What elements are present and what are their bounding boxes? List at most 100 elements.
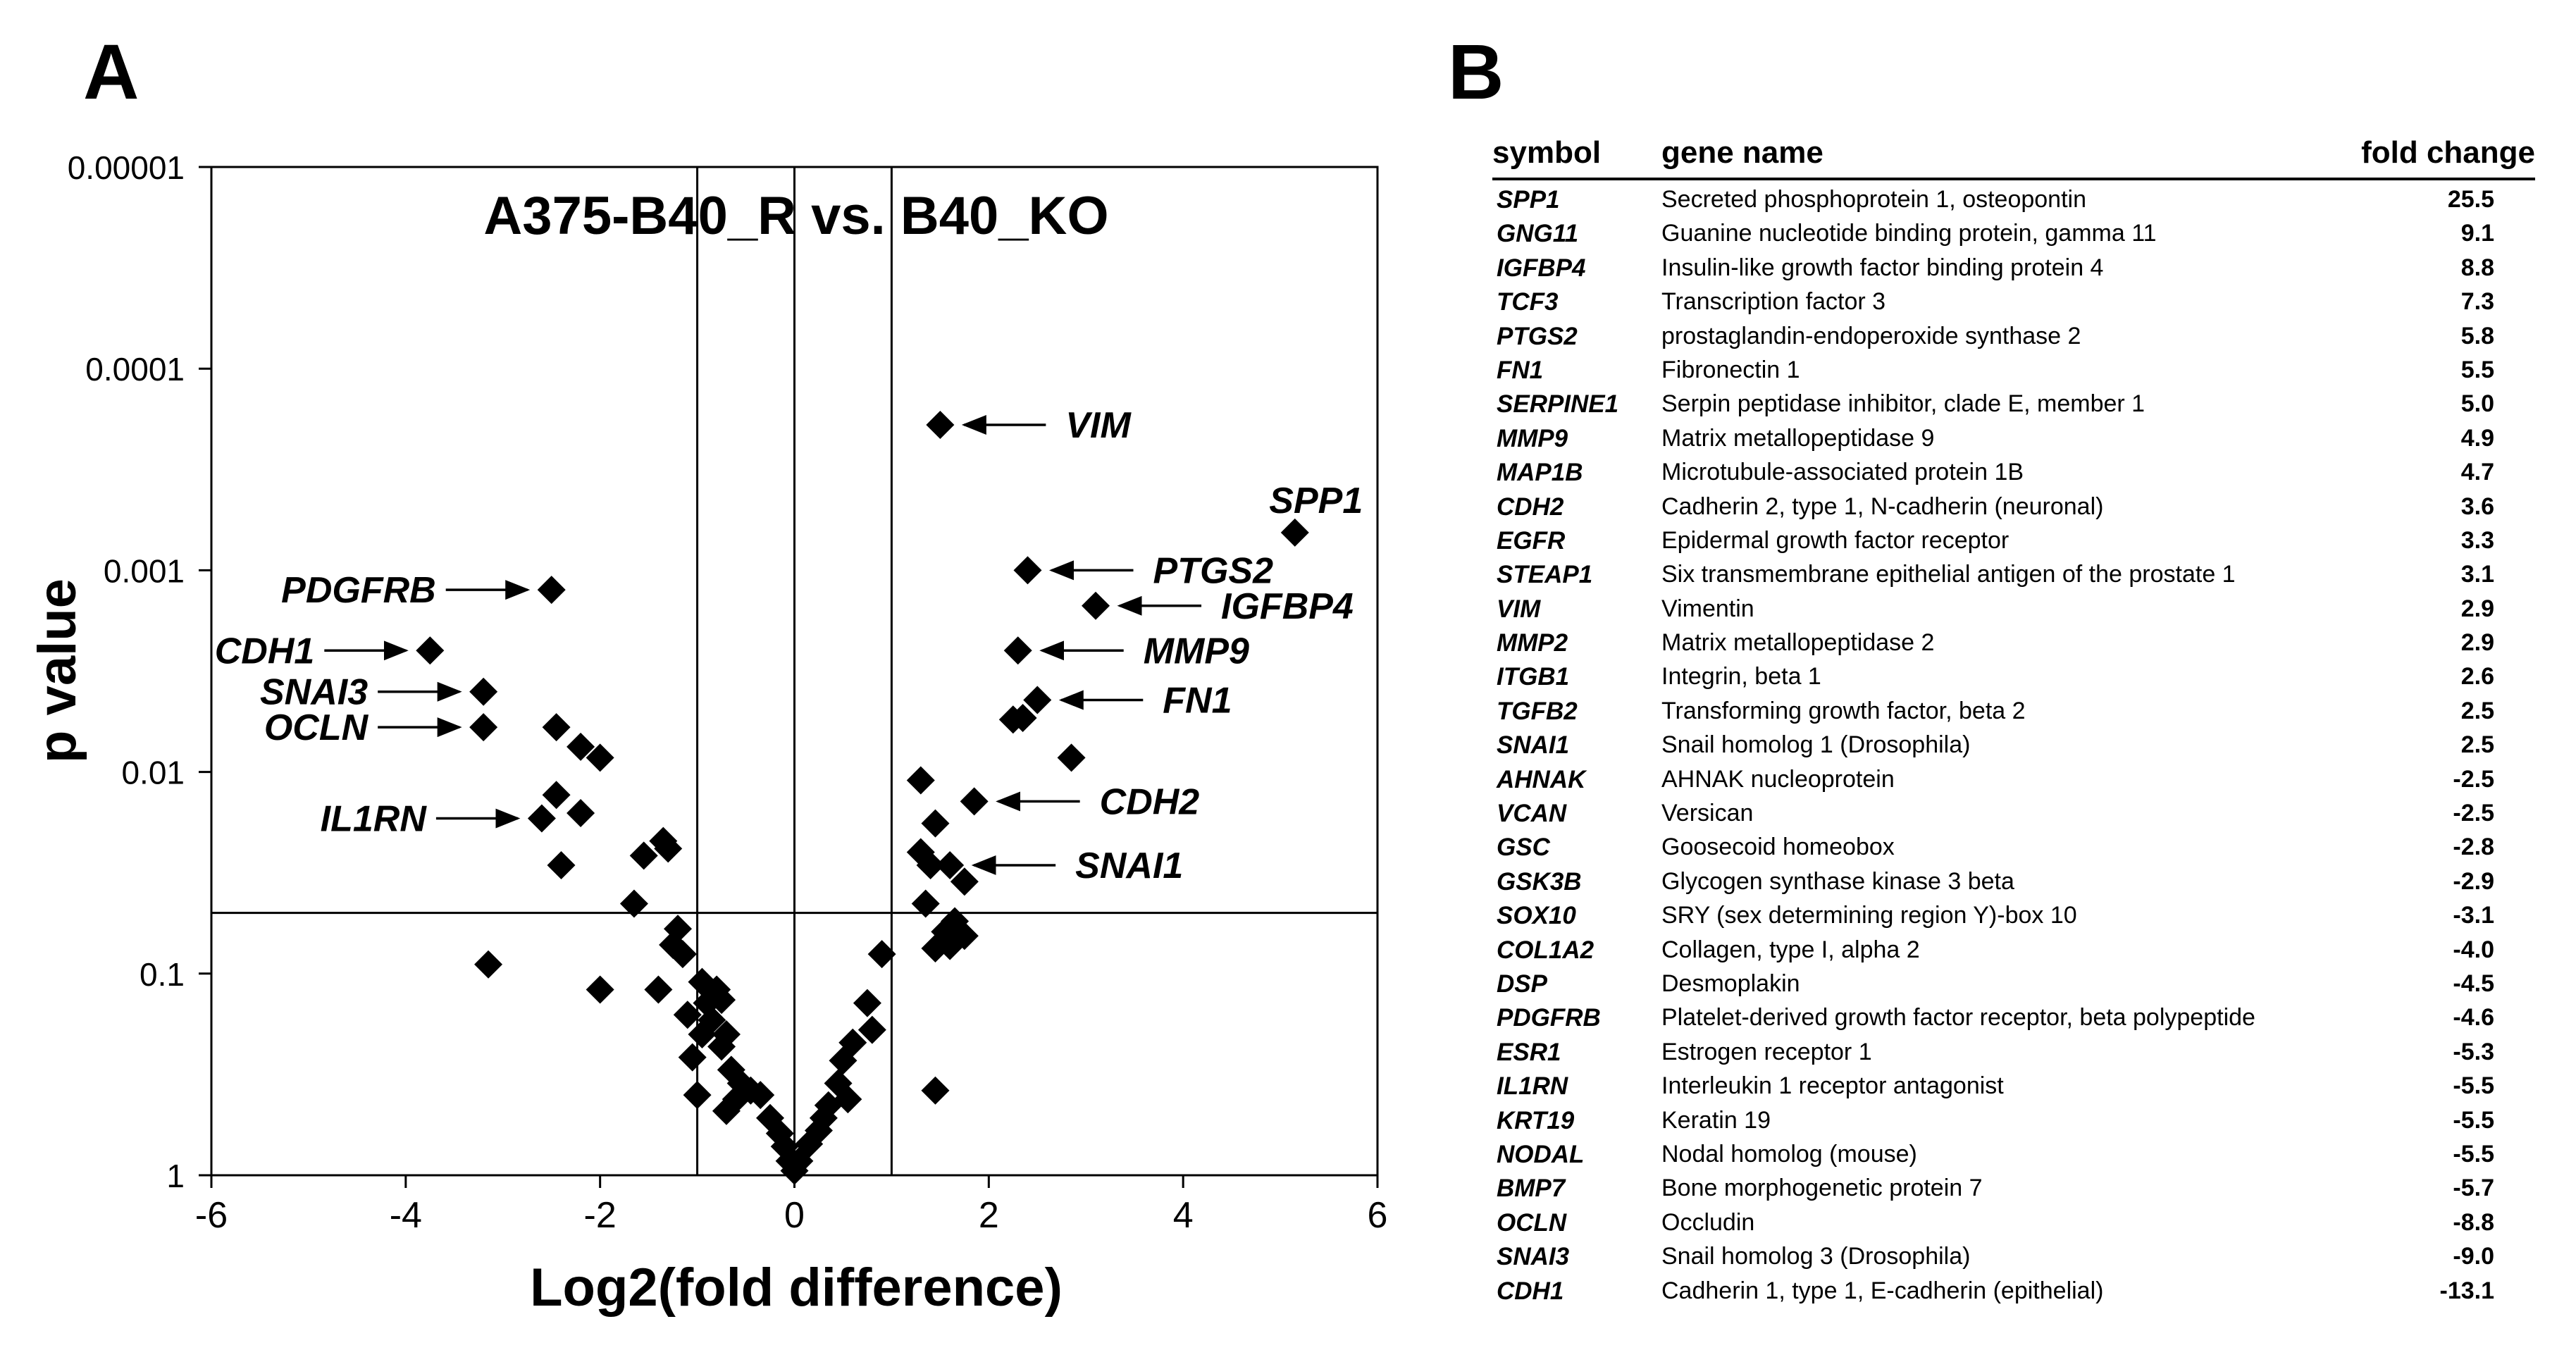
data-point (853, 989, 881, 1017)
gene-name: Platelet-derived growth factor receptor,… (1661, 1004, 2255, 1032)
fold-change: 3.3 (2460, 526, 2494, 554)
table-row: SNAI1 Snail homolog 1 (Drosophila) 2.5 (1492, 726, 2535, 760)
table-row: SPP1 Secreted phosphoprotein 1, osteopont… (1492, 180, 2535, 214)
fold-change: -8.8 (2453, 1208, 2494, 1236)
table-row: ITGB1 Integrin, beta 1 2.6 (1492, 657, 2535, 691)
gene-name: Matrix metallopeptidase 2 (1661, 629, 1935, 657)
y-tick-label: 0.00001 (68, 149, 185, 186)
table-row: SNAI3 Snail homolog 3 (Drosophila) -9.0 (1492, 1237, 2535, 1271)
table-row: KRT19 Keratin 19 -5.5 (1492, 1101, 2535, 1135)
gene-name: AHNAK nucleoprotein (1661, 765, 1895, 793)
data-point (469, 713, 498, 742)
table-row: VCAN Versican -2.5 (1492, 794, 2535, 828)
fold-change: -2.8 (2453, 834, 2494, 861)
y-tick-label: 1 (166, 1158, 185, 1194)
data-point (829, 1046, 857, 1075)
gene-symbol: BMP7 (1497, 1175, 1566, 1203)
gene-label: CDH2 (1100, 781, 1200, 822)
gene-name: Transforming growth factor, beta 2 (1661, 697, 2026, 724)
header-gene-name: gene name (1661, 135, 1823, 170)
gene-name: Six transmembrane epithelial antigen of … (1661, 561, 2236, 588)
gene-name: Interleukin 1 receptor antagonist (1661, 1072, 2004, 1100)
data-point (474, 950, 503, 979)
data-point (936, 931, 965, 960)
gene-name: SRY (sex determining region Y)-box 10 (1661, 902, 2077, 929)
data-point (857, 1015, 886, 1044)
y-tick-label: 0.01 (121, 755, 185, 791)
data-point (688, 1020, 717, 1048)
data-point (756, 1103, 785, 1132)
y-tick-label: 0.1 (140, 956, 185, 993)
table-header: symbol gene name fold change (1492, 135, 2535, 176)
fold-change: -5.5 (2453, 1106, 2494, 1134)
data-point (867, 940, 896, 969)
data-point (644, 975, 673, 1004)
x-tick-label: 6 (1368, 1195, 1388, 1236)
gene-symbol: IL1RN (1497, 1072, 1568, 1101)
table-row: GNG11 Guanine nucleotide binding protein,… (1492, 214, 2535, 248)
data-point (1023, 686, 1052, 714)
gene-name: Cadherin 2, type 1, N-cadherin (neuronal… (1661, 493, 2104, 520)
gene-symbol: KRT19 (1497, 1106, 1575, 1134)
gene-name: Serpin peptidase inhibitor, clade E, mem… (1661, 390, 2145, 418)
data-point (1057, 743, 1086, 772)
fold-change: 3.6 (2460, 493, 2494, 520)
panel-a-label: A (83, 29, 140, 116)
gene-name: Cadherin 1, type 1, E-cadherin (epitheli… (1661, 1277, 2104, 1304)
gene-label: MMP9 (1144, 631, 1249, 671)
table-row: CDH1 Cadherin 1, type 1, E-cadherin (epit… (1492, 1272, 2535, 1306)
gene-symbol: GSK3B (1497, 867, 1582, 896)
fold-change: 5.5 (2460, 356, 2494, 383)
gene-label: FN1 (1163, 681, 1232, 722)
data-point (416, 636, 445, 665)
table-row: FN1 Fibronectin 1 5.5 (1492, 351, 2535, 385)
gene-symbol: SERPINE1 (1497, 390, 1619, 419)
y-tick-label: 0.001 (104, 552, 185, 589)
fold-change: 8.8 (2460, 254, 2494, 281)
gene-symbol: CDH2 (1497, 493, 1564, 521)
table-row: COL1A2 Collagen, type I, alpha 2 -4.0 (1492, 931, 2535, 965)
gene-symbol: NODAL (1497, 1140, 1585, 1168)
gene-symbol: ESR1 (1497, 1038, 1561, 1066)
gene-name: Epidermal growth factor receptor (1661, 526, 2010, 554)
data-point (921, 809, 950, 838)
gene-label: PDGFRB (281, 570, 436, 611)
table-row: CDH2 Cadherin 2, type 1, N-cadherin (neur… (1492, 488, 2535, 521)
data-point (960, 787, 989, 816)
data-point (547, 850, 576, 879)
fold-change: 2.5 (2460, 731, 2494, 759)
table-row: SOX10 SRY (sex determining region Y)-box … (1492, 896, 2535, 930)
table-row: MMP2 Matrix metallopeptidase 2 2.9 (1492, 624, 2535, 657)
table-row: OCLN Occludin -8.8 (1492, 1203, 2535, 1237)
table-row: TCF3 Transcription factor 3 7.3 (1492, 283, 2535, 316)
x-tick-label: -2 (584, 1195, 617, 1236)
data-point (649, 826, 678, 855)
fold-change: 4.7 (2460, 459, 2494, 486)
gene-name: Nodal homolog (mouse) (1661, 1140, 1917, 1168)
fold-change: 9.1 (2460, 220, 2494, 247)
gene-symbol: OCLN (1497, 1208, 1567, 1237)
gene-name: Secreted phosphoprotein 1, osteopontin (1661, 186, 2087, 213)
gene-name: Desmoplakin (1661, 970, 1800, 997)
table-row: SERPINE1 Serpin peptidase inhibitor, clad… (1492, 385, 2535, 419)
gene-label: IL1RN (321, 799, 428, 840)
data-point (673, 1001, 702, 1029)
gene-name: Bone morphogenetic protein 7 (1661, 1175, 1983, 1202)
gene-label: SPP1 (1269, 481, 1363, 521)
gene-name: Occludin (1661, 1208, 1755, 1236)
table-body: SPP1 Secreted phosphoprotein 1, osteopont… (1492, 180, 2535, 1306)
fold-change: 7.3 (2460, 288, 2494, 316)
gene-name: Estrogen receptor 1 (1661, 1038, 1872, 1065)
fold-change: 2.9 (2460, 595, 2494, 622)
fold-change: 2.5 (2460, 697, 2494, 724)
gene-symbol: IGFBP4 (1497, 254, 1586, 282)
table-row: VIM Vimentin 2.9 (1492, 590, 2535, 624)
chart-title: A375-B40_R vs. B40_KO (483, 186, 1108, 246)
x-tick-label: 4 (1173, 1195, 1194, 1236)
fold-change: -5.3 (2453, 1038, 2494, 1065)
gene-symbol: SNAI1 (1497, 731, 1570, 760)
gene-symbol: MAP1B (1497, 459, 1583, 487)
panel-b-label: B (1448, 29, 1504, 116)
table-row: AHNAK AHNAK nucleoprotein -2.5 (1492, 760, 2535, 794)
